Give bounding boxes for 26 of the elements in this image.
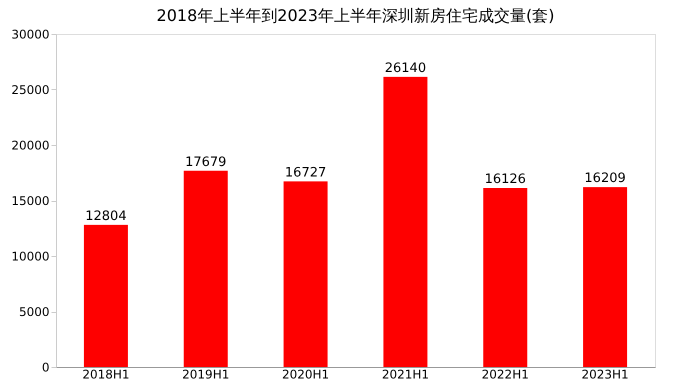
bar bbox=[84, 224, 128, 367]
x-tick-label: 2023H1 bbox=[581, 368, 629, 382]
chart-title: 2018年上半年到2023年上半年深圳新房住宅成交量(套) bbox=[156, 6, 554, 25]
bar bbox=[583, 187, 628, 367]
y-tick-label: 20000 bbox=[11, 138, 50, 152]
data-label: 12804 bbox=[85, 208, 127, 224]
bar bbox=[184, 170, 228, 367]
y-tick-label: 15000 bbox=[11, 194, 50, 208]
x-tick-label: 2018H1 bbox=[82, 368, 130, 382]
bar bbox=[383, 76, 428, 367]
data-label: 16126 bbox=[484, 172, 526, 187]
data-label: 16727 bbox=[284, 165, 326, 180]
y-tick-label: 0 bbox=[42, 360, 50, 374]
x-tick-label: 2019H1 bbox=[182, 368, 230, 382]
y-tick-label: 30000 bbox=[11, 28, 50, 42]
data-label: 17679 bbox=[185, 154, 226, 170]
y-tick-label: 25000 bbox=[11, 83, 50, 97]
bar bbox=[284, 181, 328, 367]
data-label: 16209 bbox=[584, 171, 626, 186]
y-tick-label: 5000 bbox=[18, 305, 50, 319]
y-tick-label: 10000 bbox=[11, 250, 50, 264]
x-tick-label: 2022H1 bbox=[482, 368, 529, 382]
x-tick-label: 2020H1 bbox=[282, 368, 330, 382]
x-tick-label: 2021H1 bbox=[382, 368, 430, 382]
data-label: 26140 bbox=[384, 60, 426, 76]
bar bbox=[483, 188, 528, 367]
